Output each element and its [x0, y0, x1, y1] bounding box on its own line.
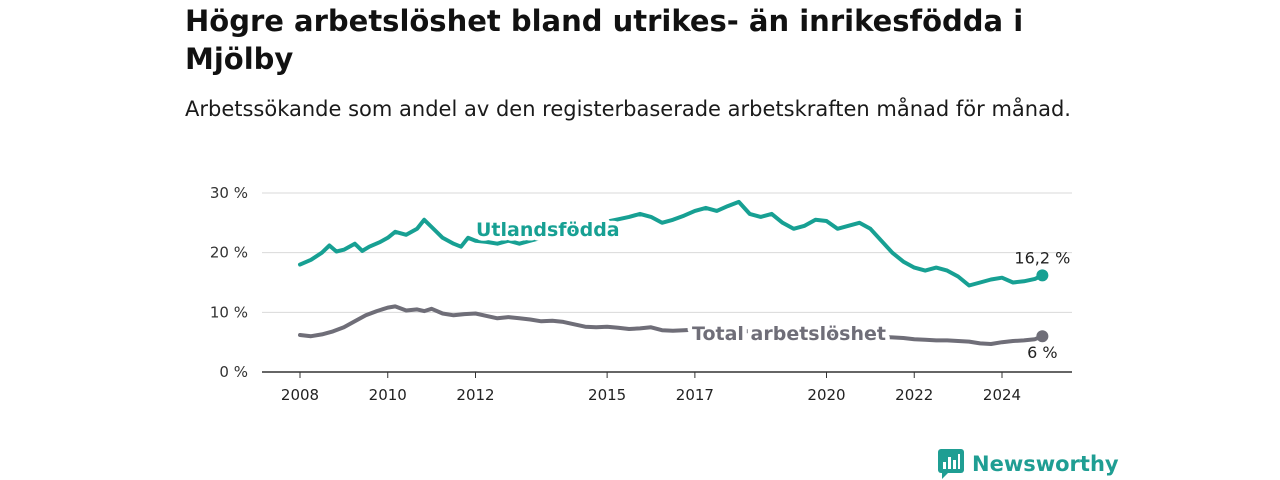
series-end-point: [1036, 330, 1049, 343]
series-label-utlandsfodda: Utlandsfödda: [476, 219, 620, 241]
x-tick-label: 2017: [676, 386, 714, 404]
y-tick-label: 20 %: [210, 244, 248, 262]
x-tick-label: 2022: [895, 386, 933, 404]
series-line-total: [298, 304, 1045, 346]
newsworthy-icon: [938, 449, 964, 479]
series-line-utlandsfodda: [298, 199, 1045, 288]
series-label-total: Total arbetslöshet: [692, 323, 886, 345]
x-tick-label: 2020: [807, 386, 845, 404]
series-lines: [298, 199, 1049, 346]
newsworthy-logo[interactable]: Newsworthy: [938, 448, 1119, 480]
chart-subtitle: Arbetssökande som andel av den registerb…: [185, 97, 1071, 121]
x-tick-label: 2015: [588, 386, 626, 404]
x-tick-label: 2024: [983, 386, 1021, 404]
line-chart: 0 % 10 % 20 % 30 % 2008 2010 2012 2015 2017 2020…: [210, 184, 1072, 404]
x-tick-label: 2010: [369, 386, 407, 404]
y-tick-label: 10 %: [210, 303, 248, 321]
chart-title: Högre arbetslöshet bland utrikes- än inr…: [185, 4, 1024, 76]
series-end-label: 16,2 %: [1014, 248, 1070, 267]
y-axis-ticks: 0 % 10 % 20 % 30 %: [210, 184, 248, 381]
y-tick-label: 0 %: [219, 363, 248, 381]
series-end-label: 6 %: [1027, 343, 1057, 362]
brand-name: Newsworthy: [972, 452, 1119, 476]
series-end-point: [1036, 269, 1049, 282]
gridlines: [262, 192, 1072, 373]
x-tick-label: 2012: [456, 386, 494, 404]
x-tick-label: 2008: [281, 386, 319, 404]
y-tick-label: 30 %: [210, 184, 248, 202]
series-labels: 16,2 % 6 % Utlandsfödda Total arbetslöshet: [472, 215, 1071, 363]
x-axis-ticks: 2008 2010 2012 2015 2017 2020 2022 2024: [281, 372, 1021, 404]
